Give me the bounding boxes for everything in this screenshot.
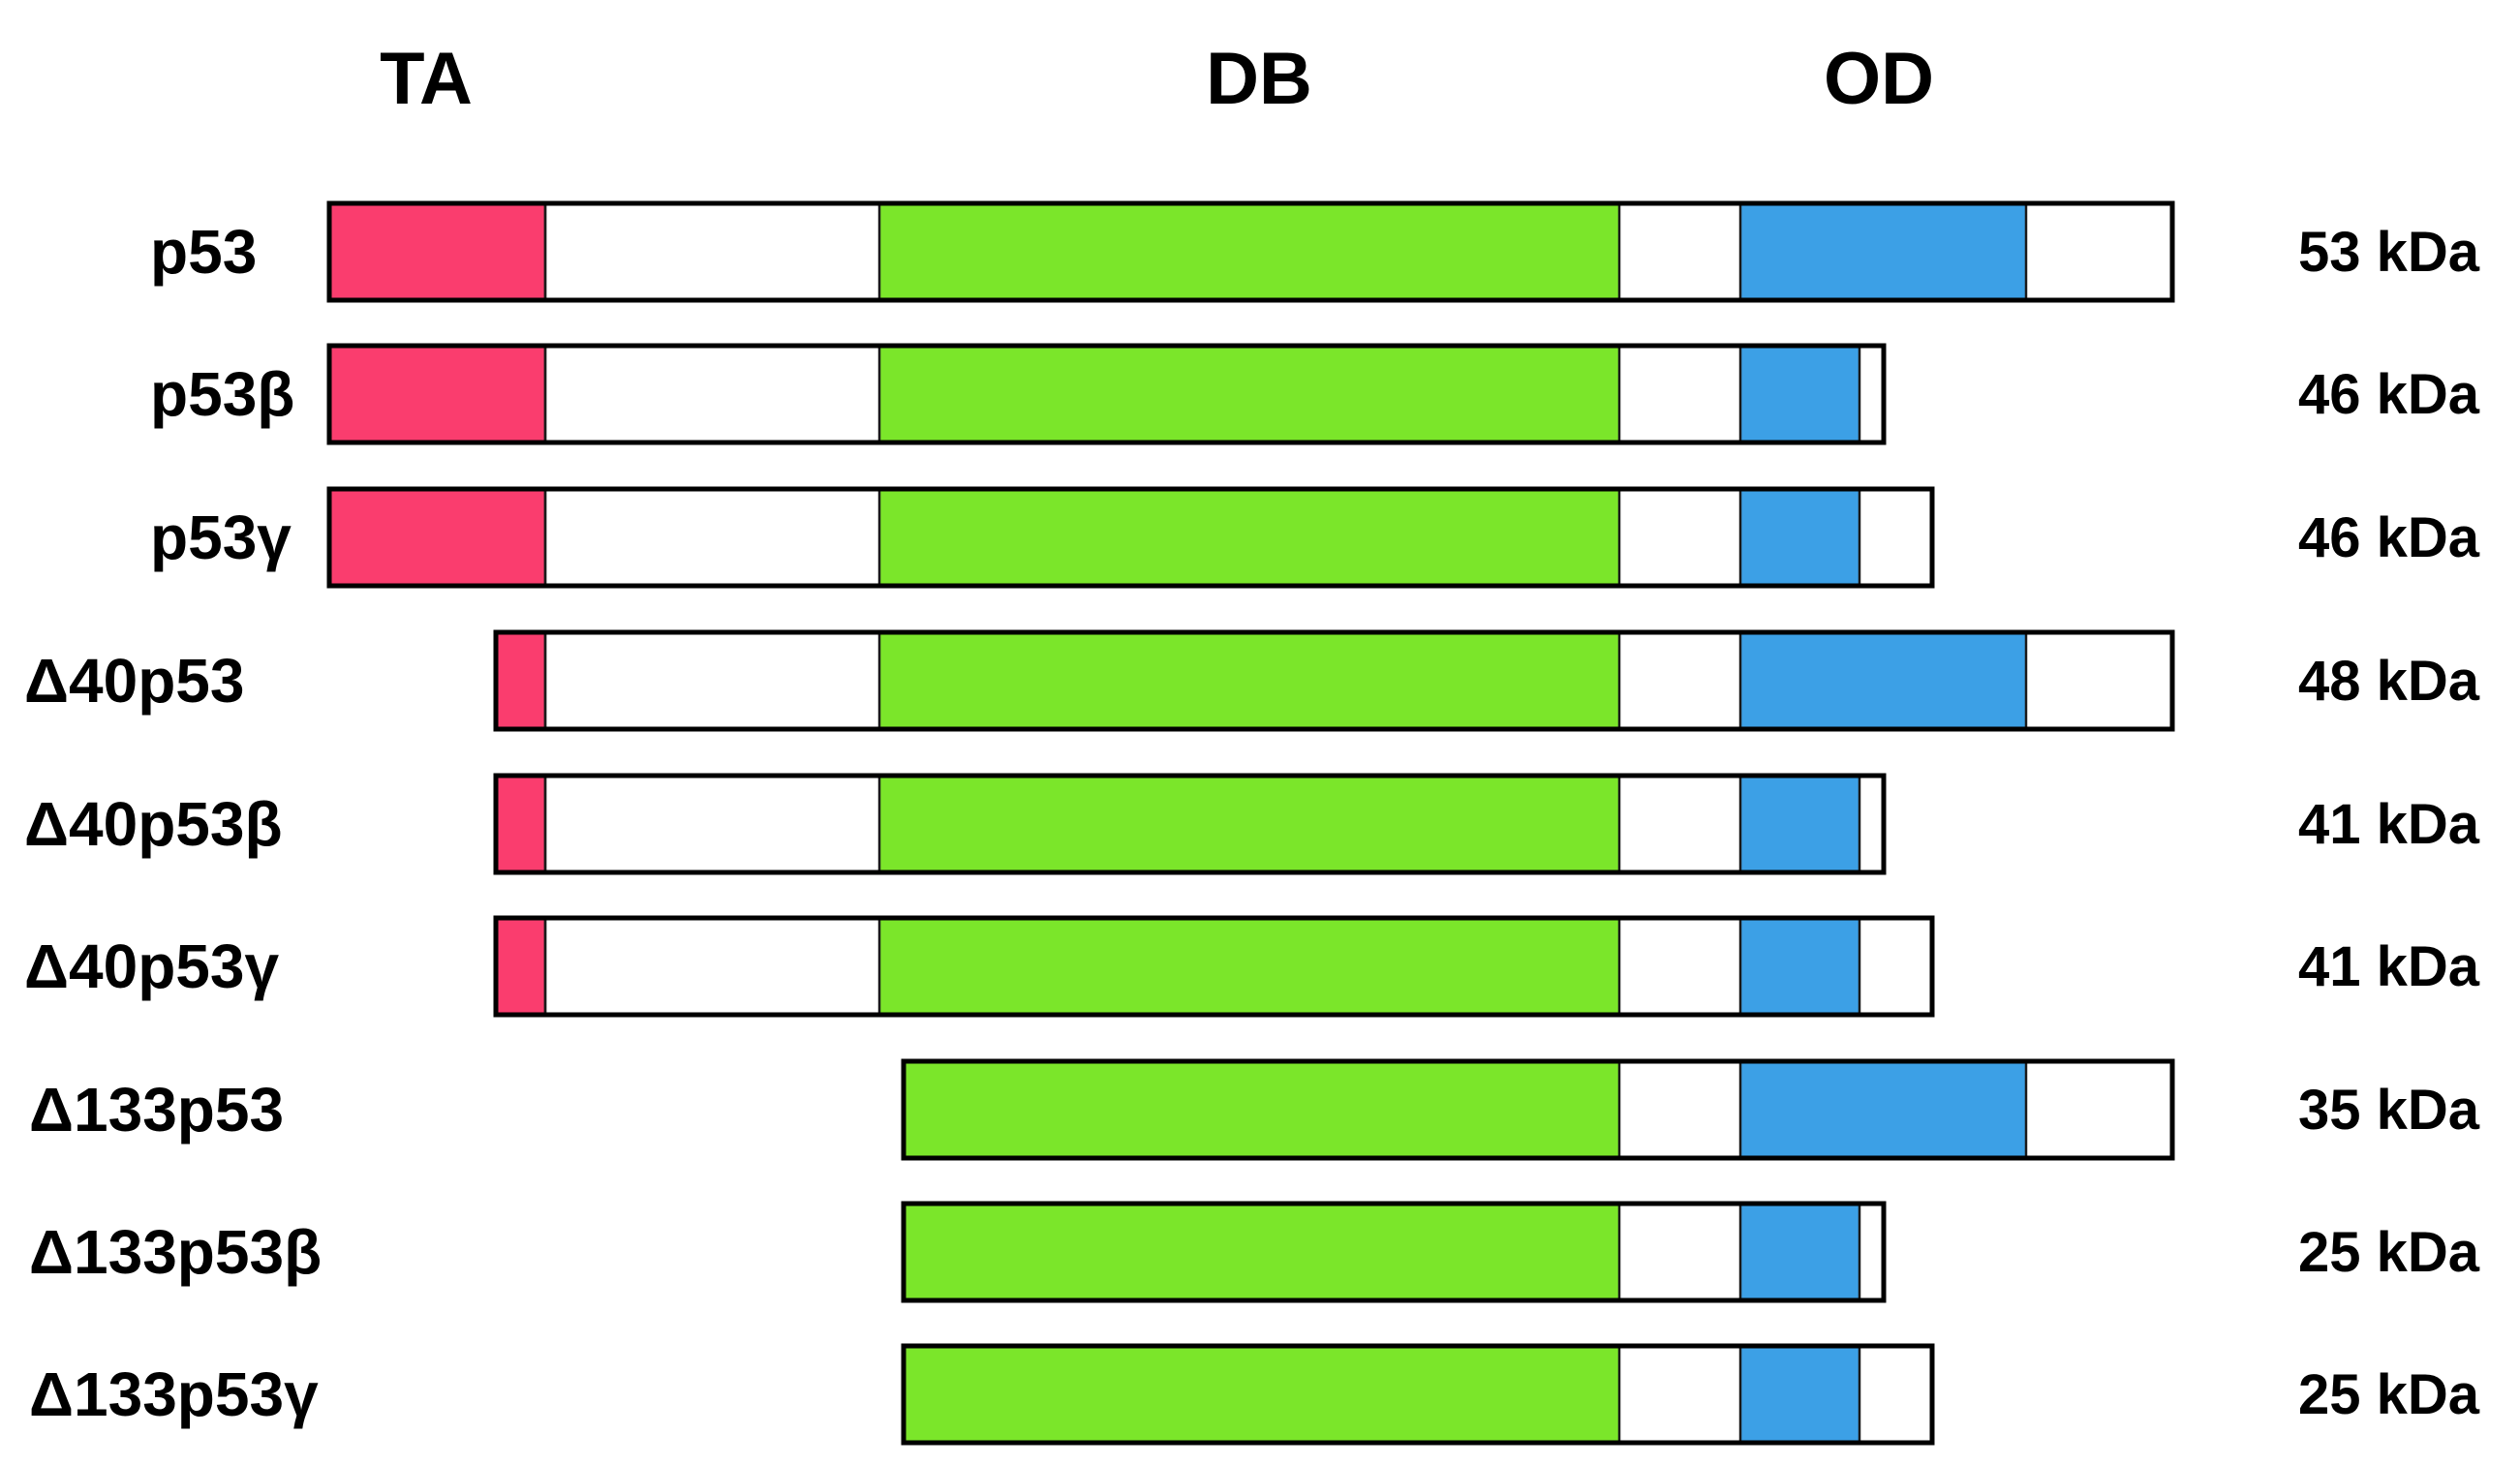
molecular-mass-label: 35 kDa bbox=[2298, 1079, 2480, 1142]
isoform-label: Δ40p53γ bbox=[24, 931, 279, 1001]
protein-bar-outline bbox=[493, 773, 1887, 875]
isoform-row-p53-beta: p53β 46 kDa bbox=[150, 343, 2480, 445]
protein-bar-outline bbox=[326, 200, 2175, 303]
molecular-mass-label: 25 kDa bbox=[2298, 1363, 2480, 1426]
molecular-mass-label: 25 kDa bbox=[2298, 1221, 2480, 1284]
domain-header-ta: TA bbox=[380, 38, 473, 120]
db-domain-segment bbox=[902, 1344, 1621, 1445]
molecular-mass-label: 46 kDa bbox=[2298, 506, 2480, 569]
protein-bar-outline bbox=[493, 629, 2175, 732]
od-domain-segment bbox=[1738, 1059, 2028, 1160]
isoform-row-p53: p53 53 kDa bbox=[150, 200, 2480, 303]
protein-bar-outline bbox=[901, 1201, 1887, 1303]
db-domain-segment bbox=[877, 774, 1621, 874]
db-domain-segment bbox=[902, 1059, 1621, 1160]
isoform-row-d133p53: Δ133p53 35 kDa bbox=[29, 1058, 2480, 1161]
protein-bar-outline bbox=[901, 1343, 1935, 1446]
ta-domain-segment bbox=[494, 774, 547, 874]
protein-bar-outline bbox=[326, 486, 1935, 589]
isoform-label: p53 bbox=[150, 217, 257, 287]
od-domain-segment bbox=[1738, 487, 1861, 588]
isoform-label: Δ133p53β bbox=[29, 1217, 322, 1287]
molecular-mass-label: 48 kDa bbox=[2298, 650, 2480, 713]
db-domain-segment bbox=[902, 1202, 1621, 1302]
molecular-mass-label: 46 kDa bbox=[2298, 363, 2480, 426]
isoform-rows: p53 53 kDa p53β 46 kDa p53γ 46 kDa Δ40p53 48 kD… bbox=[24, 200, 2480, 1446]
isoform-row-d40p53-beta: Δ40p53β 41 kDa bbox=[24, 773, 2480, 875]
od-domain-segment bbox=[1738, 1344, 1861, 1445]
isoform-label: Δ133p53 bbox=[29, 1075, 284, 1145]
domain-headers: TA DB OD bbox=[380, 38, 1934, 120]
ta-domain-segment bbox=[327, 201, 547, 302]
isoform-row-d40p53-gamma: Δ40p53γ 41 kDa bbox=[24, 915, 2480, 1018]
isoform-label: Δ133p53γ bbox=[29, 1359, 319, 1429]
db-domain-segment bbox=[877, 487, 1621, 588]
od-domain-segment bbox=[1738, 1202, 1861, 1302]
db-domain-segment bbox=[877, 916, 1621, 1017]
od-domain-segment bbox=[1738, 916, 1861, 1017]
isoform-label: p53γ bbox=[150, 503, 292, 572]
protein-bar-outline bbox=[493, 915, 1935, 1018]
isoform-row-p53-gamma: p53γ 46 kDa bbox=[150, 486, 2480, 589]
ta-domain-segment bbox=[494, 916, 547, 1017]
isoform-label: Δ40p53 bbox=[24, 646, 244, 716]
isoform-row-d40p53: Δ40p53 48 kDa bbox=[24, 629, 2480, 732]
molecular-mass-label: 41 kDa bbox=[2298, 793, 2480, 856]
db-domain-segment bbox=[877, 201, 1621, 302]
molecular-mass-label: 41 kDa bbox=[2298, 935, 2480, 998]
db-domain-segment bbox=[877, 344, 1621, 444]
ta-domain-segment bbox=[327, 487, 547, 588]
od-domain-segment bbox=[1738, 344, 1861, 444]
molecular-mass-label: 53 kDa bbox=[2298, 221, 2480, 284]
domain-header-db: DB bbox=[1206, 38, 1312, 120]
isoform-row-d133p53-gamma: Δ133p53γ 25 kDa bbox=[29, 1343, 2480, 1446]
ta-domain-segment bbox=[494, 630, 547, 731]
isoform-label: p53β bbox=[150, 359, 294, 429]
protein-bar-outline bbox=[901, 1058, 2175, 1161]
isoform-row-d133p53-beta: Δ133p53β 25 kDa bbox=[29, 1201, 2480, 1303]
ta-domain-segment bbox=[327, 344, 547, 444]
od-domain-segment bbox=[1738, 201, 2028, 302]
isoform-label: Δ40p53β bbox=[24, 789, 283, 859]
db-domain-segment bbox=[877, 630, 1621, 731]
od-domain-segment bbox=[1738, 774, 1861, 874]
protein-bar-outline bbox=[326, 343, 1887, 445]
domain-header-od: OD bbox=[1824, 38, 1934, 120]
od-domain-segment bbox=[1738, 630, 2028, 731]
